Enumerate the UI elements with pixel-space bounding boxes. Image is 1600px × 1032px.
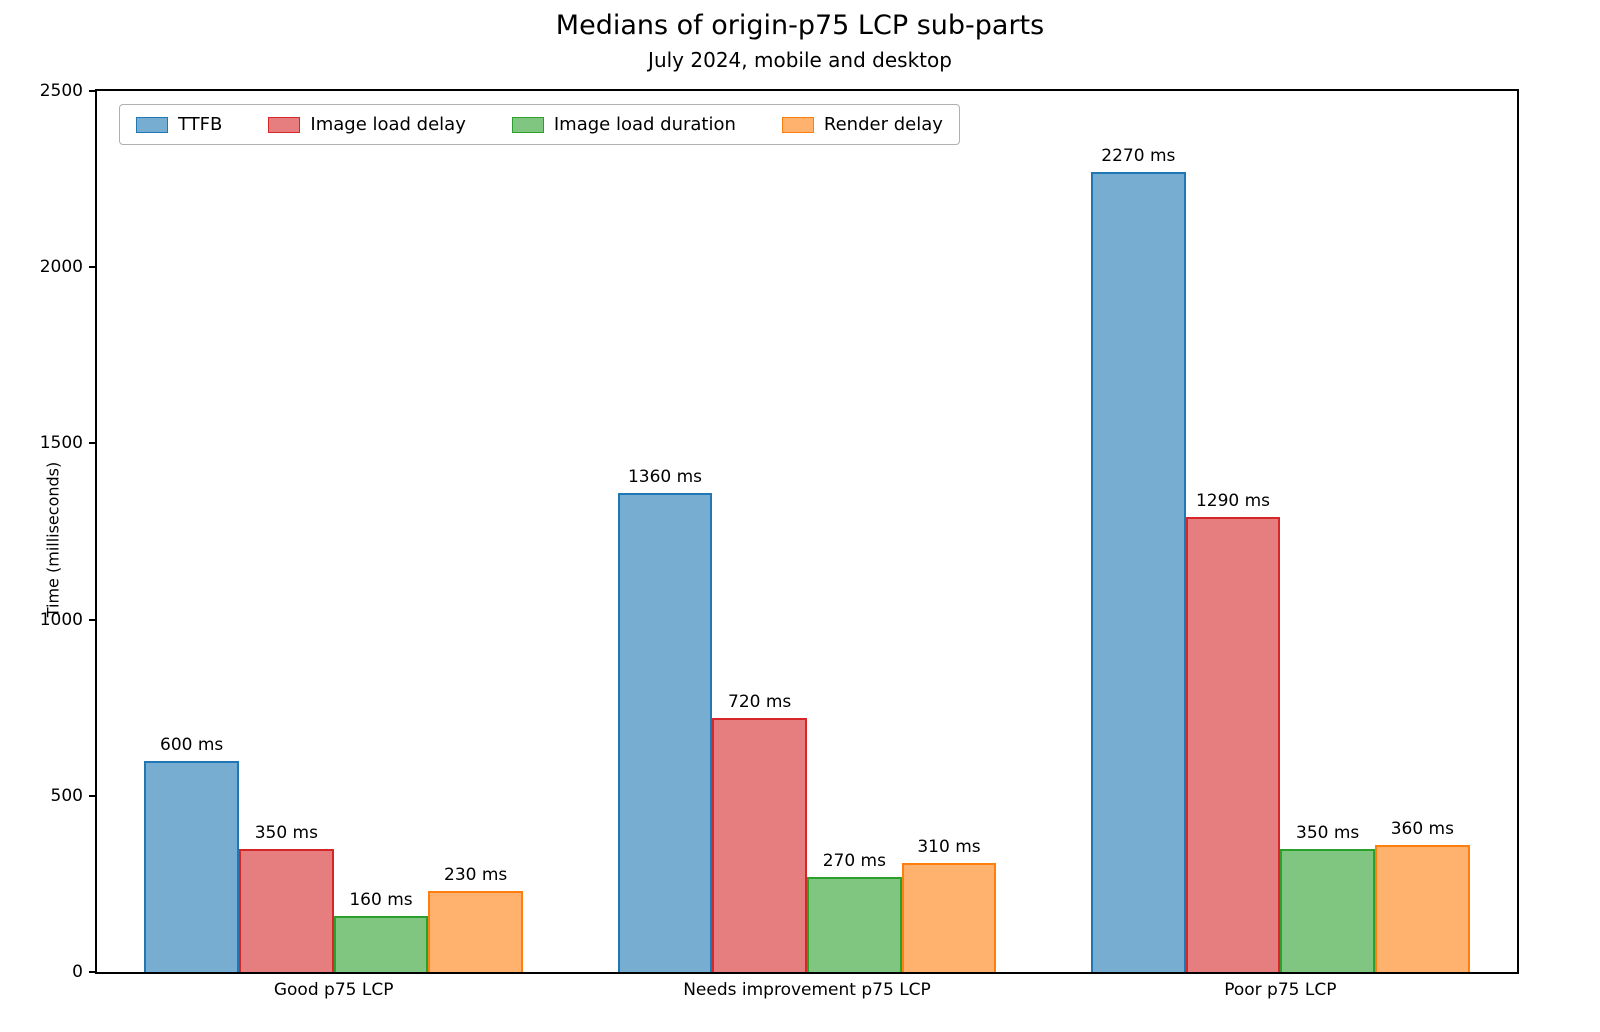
bar-value-label: 230 ms <box>444 864 508 885</box>
bar <box>1280 848 1375 972</box>
bar-value-label: 1360 ms <box>627 466 703 487</box>
bar <box>712 718 807 972</box>
bar-value-label: 160 ms <box>349 889 413 910</box>
legend-item: Image load delay <box>268 114 466 135</box>
bar-value-label: 1290 ms <box>1195 491 1271 512</box>
bar <box>239 848 334 972</box>
legend-label: Render delay <box>823 114 943 135</box>
bar-value-label: 350 ms <box>1296 822 1360 843</box>
bar <box>807 876 902 972</box>
y-axis-tick-label: 1500 <box>39 433 83 454</box>
legend-label: Image load delay <box>310 114 466 135</box>
bar-value-label: 600 ms <box>160 734 224 755</box>
legend-label: Image load duration <box>553 114 736 135</box>
bar <box>333 915 429 972</box>
chart-legend: TTFB Image load delay Image load duration R… <box>119 104 960 145</box>
bar-value-label: 270 ms <box>822 850 886 871</box>
y-axis-tick <box>89 442 97 445</box>
bar <box>901 862 997 972</box>
y-axis-tick <box>89 971 97 973</box>
chart-subtitle: July 2024, mobile and desktop <box>648 48 952 72</box>
bar <box>1185 517 1281 972</box>
x-axis-category-label: Needs improvement p75 LCP <box>683 980 931 1000</box>
y-axis-tick <box>89 618 97 621</box>
legend-swatch-icon <box>268 116 301 133</box>
y-axis-tick-label: 500 <box>50 785 83 806</box>
legend-swatch-icon <box>136 116 168 133</box>
x-axis-category-label: Poor p75 LCP <box>1224 980 1337 1000</box>
bar <box>1375 845 1470 972</box>
y-axis-tick-label: 1000 <box>39 609 83 630</box>
bar-value-label: 350 ms <box>254 822 318 843</box>
legend-swatch-icon <box>511 116 544 133</box>
y-axis-tick-label: 2000 <box>39 257 83 278</box>
legend-label: TTFB <box>178 114 223 135</box>
y-axis-tick-label: 0 <box>72 962 83 982</box>
legend-item: Image load duration <box>511 114 736 135</box>
bar-value-label: 310 ms <box>917 836 981 857</box>
y-axis-tick-label: 2500 <box>39 81 83 101</box>
bar <box>144 760 239 972</box>
chart-title: Medians of origin-p75 LCP sub-parts <box>555 10 1045 41</box>
plot-area: TTFB Image load delay Image load duration R… <box>40 81 1519 1000</box>
bar <box>617 492 713 972</box>
bar-value-label: 360 ms <box>1390 819 1454 840</box>
y-axis-tick <box>89 266 97 269</box>
bar-value-label: 2270 ms <box>1101 146 1176 167</box>
bar <box>1091 172 1186 972</box>
legend-item: TTFB <box>136 114 222 135</box>
bar-value-label: 720 ms <box>728 692 792 713</box>
legend-swatch-icon <box>781 116 814 133</box>
legend-item: Render delay <box>781 114 943 135</box>
x-axis-category-label: Good p75 LCP <box>273 980 394 1000</box>
bar <box>428 890 523 972</box>
y-axis-tick <box>89 90 97 92</box>
y-axis-tick <box>89 794 97 797</box>
